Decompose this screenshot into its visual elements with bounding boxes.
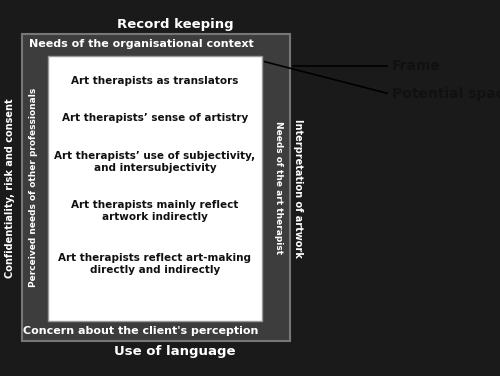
Text: Art therapists’ use of subjectivity,
and intersubjectivity: Art therapists’ use of subjectivity, and… (54, 151, 256, 173)
Text: Needs of the organisational context: Needs of the organisational context (28, 39, 254, 49)
Bar (22, 34, 290, 341)
Text: Art therapists reflect art-making
directly and indirectly: Art therapists reflect art-making direct… (58, 253, 252, 275)
Text: Record keeping: Record keeping (116, 18, 234, 31)
Text: Confidentiality, risk and consent: Confidentiality, risk and consent (5, 98, 15, 278)
Bar (22, 34, 290, 341)
Text: Perceived needs of other professionals: Perceived needs of other professionals (30, 88, 38, 287)
Text: Art therapists as translators: Art therapists as translators (72, 76, 238, 86)
Text: Concern about the client's perception: Concern about the client's perception (24, 326, 258, 336)
Text: Needs of the art therapist: Needs of the art therapist (274, 121, 282, 254)
Text: Frame: Frame (392, 59, 441, 73)
Text: Art therapists’ sense of artistry: Art therapists’ sense of artistry (62, 113, 248, 123)
Text: Art therapists mainly reflect
artwork indirectly: Art therapists mainly reflect artwork in… (72, 200, 238, 222)
Text: Interpretation of artwork: Interpretation of artwork (293, 118, 303, 258)
Text: Use of language: Use of language (114, 345, 236, 358)
Text: Potential space: Potential space (392, 87, 500, 101)
Bar (48, 56, 262, 321)
